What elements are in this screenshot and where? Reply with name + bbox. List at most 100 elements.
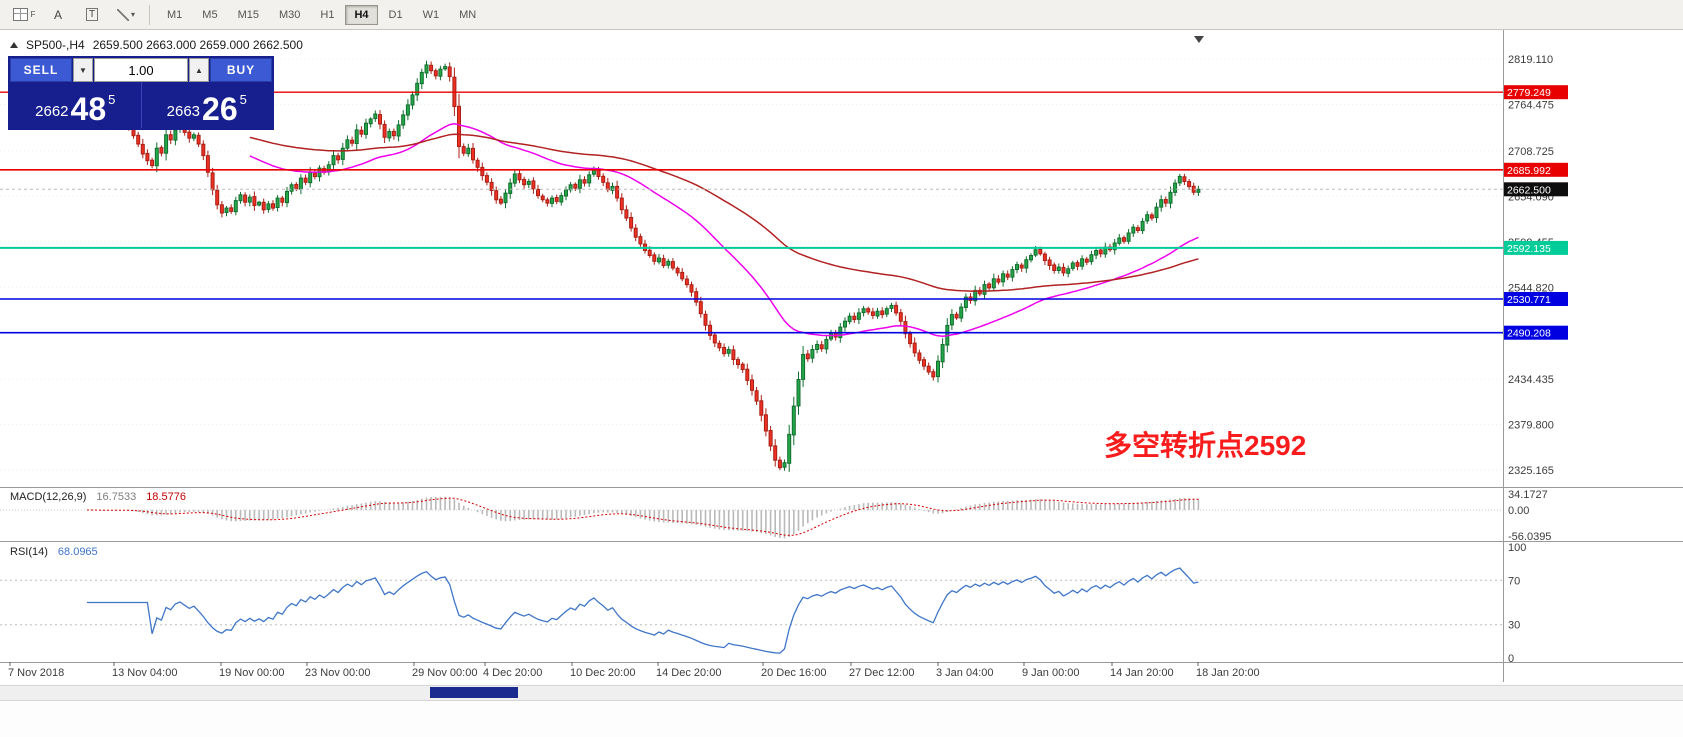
ma-line-110: [249, 133, 1199, 292]
price-tick: 2708.725: [1508, 146, 1554, 158]
toolbar-separator: [149, 4, 150, 25]
price-badge-label: 2685.992: [1507, 165, 1551, 177]
time-label: 23 Nov 00:00: [305, 667, 370, 679]
timeframe-button-m5[interactable]: M5: [202, 8, 218, 21]
timeframe-button-mn[interactable]: MN: [459, 8, 477, 21]
chevron-down-icon: ▼: [79, 65, 87, 75]
macd-axis-value: -56.0395: [1508, 531, 1551, 543]
macd-axis-value: 0.00: [1508, 505, 1529, 517]
grid-icon: [12, 8, 28, 21]
timeframe-button-m1[interactable]: M1: [167, 8, 183, 21]
text-label-a: A: [53, 7, 62, 22]
price-tick: 2764.475: [1508, 100, 1554, 112]
price-grid: [0, 58, 1503, 471]
time-axis[interactable]: 7 Nov 2018 13 Nov 04:00 19 Nov 00:00 23 Nov…: [8, 662, 1260, 679]
rsi-panel: 100 70 30 0: [0, 542, 1526, 665]
scrollbar-thumb[interactable]: [430, 687, 518, 698]
time-label: 29 Nov 00:00: [412, 667, 477, 679]
timeframe-button-m15[interactable]: M15: [237, 8, 259, 21]
bottom-strip: [0, 683, 1683, 737]
price-tick: 2379.800: [1508, 420, 1554, 432]
volume-increase-button[interactable]: ▲: [189, 58, 209, 82]
macd-signal-line: [87, 497, 1199, 536]
time-label: 13 Nov 04:00: [112, 667, 177, 679]
price-badge: [1504, 85, 1568, 100]
price-badge-label: 2779.249: [1507, 87, 1551, 99]
time-label: 10 Dec 20:00: [570, 667, 635, 679]
chart-annotation-text[interactable]: 多空转折点2592: [1104, 430, 1307, 461]
trendline-icon: [116, 8, 129, 21]
chart-header: SP500-,H4 2659.500 2663.000 2659.000 266…: [10, 38, 303, 52]
time-label: 20 Dec 16:00: [761, 667, 826, 679]
price-badge: [1504, 325, 1568, 340]
time-label: 4 Dec 20:00: [483, 667, 542, 679]
text-box-button[interactable]: T: [76, 4, 108, 26]
price-badge-label: 2662.500: [1507, 184, 1551, 196]
ohlc-values: 2659.500 2663.000 2659.000 2662.500: [92, 38, 303, 52]
buy-button[interactable]: BUY: [210, 58, 272, 82]
time-label: 18 Jan 20:00: [1196, 667, 1260, 679]
timeframe-button-w1[interactable]: W1: [422, 8, 440, 21]
rsi-line: [87, 567, 1199, 654]
timeframe-button-h1[interactable]: H1: [320, 8, 335, 21]
chevron-down-icon: ▾: [130, 10, 135, 19]
sell-button[interactable]: SELL: [10, 58, 72, 82]
sell-price-big: 48: [70, 90, 107, 127]
time-label: 9 Jan 00:00: [1022, 667, 1080, 679]
macd-axis-value: 34.1727: [1508, 489, 1548, 501]
text-box-t: T: [85, 8, 99, 21]
buy-price[interactable]: 2663 26 5: [140, 82, 273, 128]
horizontal-scrollbar[interactable]: [0, 685, 1683, 701]
timeframe-button-d1[interactable]: D1: [388, 8, 403, 21]
time-label: 3 Jan 04:00: [936, 667, 994, 679]
rsi-axis-value: 100: [1508, 542, 1526, 554]
rsi-axis-value: 30: [1508, 620, 1520, 632]
price-tick: 2434.435: [1508, 374, 1554, 386]
time-label: 27 Dec 12:00: [849, 667, 914, 679]
time-label: 14 Dec 20:00: [656, 667, 721, 679]
timeframe-group: M1 M5 M15 M30 H1 H4 D1 W1 MN: [157, 4, 486, 25]
macd-panel: 34.1727 0.00 -56.0395: [0, 489, 1551, 543]
text-label-button[interactable]: A: [42, 4, 74, 26]
ma-line-45: [249, 123, 1199, 337]
timeframe-button-h4[interactable]: H4: [345, 4, 378, 25]
collapse-arrow-icon[interactable]: [10, 42, 18, 48]
sell-price-sup: 5: [108, 92, 116, 107]
buy-price-big: 26: [202, 90, 238, 127]
time-label: 14 Jan 20:00: [1110, 667, 1174, 679]
macd-name: MACD(12,26,9): [10, 491, 87, 503]
sell-price-base: 2662: [35, 103, 69, 120]
macd-signal-value: 18.5776: [146, 491, 186, 503]
shapes-button[interactable]: ▾: [110, 4, 142, 26]
volume-input[interactable]: 1.00: [94, 58, 188, 82]
price-badge: [1504, 162, 1568, 177]
price-badge: [1504, 182, 1568, 197]
price-badge-label: 2490.208: [1507, 328, 1551, 340]
price-badge-label: 2592.135: [1507, 243, 1551, 255]
macd-label: MACD(12,26,9) 16.7533 18.5776: [10, 491, 186, 503]
rsi-value: 68.0965: [57, 546, 98, 558]
rsi-axis-value: 70: [1508, 575, 1520, 587]
price-tick: 2325.165: [1508, 465, 1554, 477]
price-badge-label: 2530.771: [1507, 294, 1551, 306]
panel-separators: [0, 30, 1683, 682]
panel-button[interactable]: F: [8, 4, 40, 26]
time-label: 19 Nov 00:00: [219, 667, 284, 679]
chart-shift-marker[interactable]: [1194, 36, 1204, 43]
one-click-trading-panel: SELL ▼ 1.00 ▲ BUY 2662 48 5 2663 26 5: [8, 56, 274, 130]
volume-dropdown-button[interactable]: ▼: [73, 58, 93, 82]
time-label: 7 Nov 2018: [8, 667, 64, 679]
toolbar: F A T ▾ M1 M5 M15 M30 H1 H4 D1 W1 MN: [0, 0, 1683, 30]
price-tick: 2544.820: [1508, 282, 1554, 294]
rsi-name: RSI(14): [10, 546, 48, 558]
rsi-axis-value: 0: [1508, 653, 1514, 665]
rsi-label: RSI(14) 68.0965: [10, 546, 98, 558]
price-badge: [1504, 292, 1568, 306]
price-badge: [1504, 240, 1568, 255]
price-axis[interactable]: 2819.1102764.4752708.7252654.0902599.455…: [1504, 54, 1568, 477]
chevron-up-icon: ▲: [195, 65, 203, 75]
sell-price[interactable]: 2662 48 5: [10, 82, 141, 128]
timeframe-button-m30[interactable]: M30: [278, 8, 301, 21]
buy-price-sup: 5: [239, 92, 247, 107]
